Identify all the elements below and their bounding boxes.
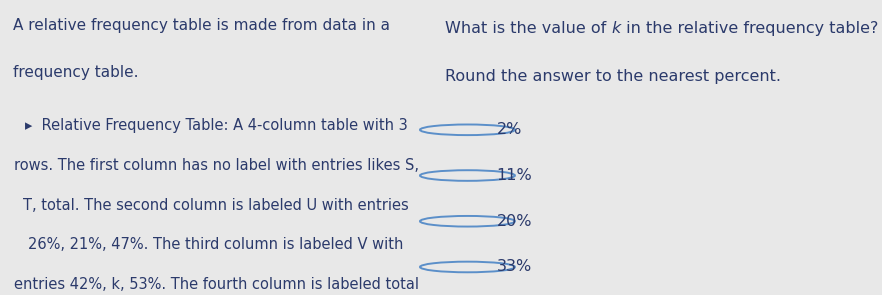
Text: A relative frequency table is made from data in a: A relative frequency table is made from … [13, 18, 390, 33]
Text: 2%: 2% [497, 122, 522, 137]
Text: rows. The first column has no label with entries likes S,: rows. The first column has no label with… [13, 158, 419, 173]
Text: frequency table.: frequency table. [13, 65, 138, 80]
Text: Round the answer to the nearest percent.: Round the answer to the nearest percent. [445, 69, 781, 84]
Text: T, total. The second column is labeled U with entries: T, total. The second column is labeled U… [23, 198, 409, 213]
Text: k: k [612, 21, 621, 36]
Text: 26%, 21%, 47%. The third column is labeled V with: 26%, 21%, 47%. The third column is label… [28, 237, 404, 253]
Text: in the relative frequency table?: in the relative frequency table? [621, 21, 878, 36]
Text: 11%: 11% [497, 168, 533, 183]
Text: What is the value of: What is the value of [445, 21, 612, 36]
Text: ▸  Relative Frequency Table: A 4-column table with 3: ▸ Relative Frequency Table: A 4-column t… [25, 118, 407, 133]
Text: 20%: 20% [497, 214, 532, 229]
Text: 33%: 33% [497, 260, 532, 274]
Text: entries 42%, k, 53%. The fourth column is labeled total: entries 42%, k, 53%. The fourth column i… [13, 277, 419, 292]
